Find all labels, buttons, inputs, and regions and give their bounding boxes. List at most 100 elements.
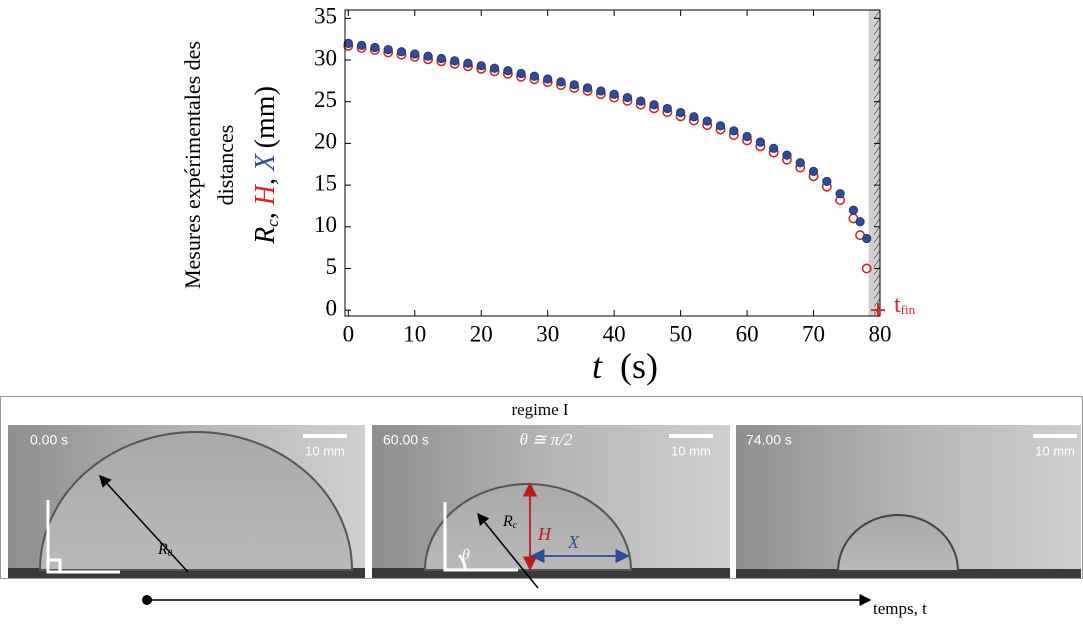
- regime-label: regime I: [511, 400, 568, 419]
- x-tick-label: 10: [403, 321, 426, 346]
- annotation-subscript: fin: [901, 302, 916, 317]
- x-tick-label: 40: [603, 321, 626, 346]
- radius-arrow: [477, 512, 539, 589]
- annotation-label: tfin: [894, 292, 916, 318]
- time-stamp: 60.00 s: [383, 432, 429, 448]
- y-axis-label: Mesures expérimentales des: [180, 41, 205, 289]
- data-point: [702, 116, 712, 126]
- scale-label: 10 mm: [671, 443, 711, 458]
- scale-label: 10 mm: [305, 443, 345, 458]
- angle-label: θ: [462, 547, 470, 564]
- data-point: [715, 121, 726, 131]
- data-point: [357, 40, 367, 50]
- data-point: [423, 51, 433, 61]
- droplet: [38, 431, 354, 571]
- x-tick-label: 60: [736, 321, 759, 346]
- data-point: [609, 89, 619, 99]
- scale-label: 10 mm: [1035, 443, 1075, 458]
- data-point: [808, 166, 819, 176]
- separator: ,: [250, 205, 281, 219]
- data-point: [622, 92, 633, 103]
- y-tick-label: 10: [314, 212, 337, 237]
- angle-note: θ ≅ π/2: [520, 430, 573, 449]
- y-axis-symbols: Rc, H, X (mm): [250, 86, 281, 245]
- y-tick-label: 35: [314, 4, 337, 29]
- data-point: [861, 263, 872, 274]
- radius-label: Rc: [502, 513, 518, 532]
- x-tick-label: 80: [869, 321, 892, 346]
- photo: 74.00 s 10 mm: [736, 425, 1081, 578]
- right-angle: [46, 500, 120, 574]
- data-point: [676, 107, 686, 118]
- x-tick-label: 50: [669, 321, 692, 346]
- substrate: [736, 569, 1081, 578]
- radius-arrow: [98, 474, 189, 573]
- data-point: [729, 126, 739, 136]
- data-point: [543, 74, 553, 84]
- x-tick-label: 0: [343, 321, 355, 346]
- photo: 0.00 s 10 mm R0: [8, 425, 365, 578]
- symbol: R: [157, 541, 168, 558]
- data-point: [769, 143, 779, 153]
- time-axis-label: temps, t: [873, 599, 927, 618]
- radius-label: R0: [157, 541, 173, 558]
- data-point: [662, 103, 672, 114]
- data-point: [343, 38, 353, 48]
- data-point: [782, 150, 792, 160]
- subscript: c: [263, 219, 282, 227]
- contact-angle: [443, 502, 518, 572]
- separator: ,: [250, 171, 281, 185]
- symbol: R: [250, 227, 281, 245]
- data-point: [569, 80, 579, 90]
- data-point: [503, 66, 513, 76]
- y-tick-label: 20: [314, 129, 337, 154]
- image-strip: regime I 0.00 s 10 mm R0 60.00 s θ ≅ π/2…: [0, 396, 1083, 618]
- x-tick-label: 30: [536, 321, 559, 346]
- y-axis-label: distances: [213, 125, 238, 206]
- data-point: [596, 86, 606, 96]
- substrate: [8, 568, 365, 578]
- width-label: X: [567, 532, 580, 552]
- x-tick-label: 70: [802, 321, 825, 346]
- series-name: X: [250, 153, 281, 172]
- plot-frame: [344, 9, 881, 317]
- symbol: t: [592, 346, 603, 386]
- data-point: [556, 77, 566, 87]
- unit: (mm): [250, 86, 281, 148]
- data-point: [436, 53, 446, 64]
- data-point: [649, 100, 659, 110]
- data-point: [636, 96, 646, 106]
- subscript: 0: [168, 548, 173, 558]
- photo: 60.00 s θ ≅ π/2 10 mm θ Rc H X: [372, 425, 730, 589]
- subscript: c: [513, 520, 518, 531]
- data-point: [862, 233, 872, 244]
- data-point: [396, 47, 407, 57]
- time-stamp: 0.00 s: [30, 432, 68, 448]
- data-point: [410, 49, 420, 59]
- data-point: [476, 61, 486, 71]
- data-point: [742, 131, 752, 142]
- data-point: [463, 58, 473, 68]
- y-tick-label: 25: [314, 87, 337, 112]
- data-point: [795, 158, 805, 168]
- space: [602, 346, 620, 386]
- data-point: [529, 71, 540, 81]
- data-point: [755, 137, 765, 147]
- data-point: [516, 68, 526, 79]
- y-tick-label: 15: [314, 170, 337, 195]
- data-point: [835, 189, 845, 199]
- height-label: H: [537, 524, 552, 544]
- data-point: [582, 83, 593, 93]
- y-tick-label: 30: [314, 45, 337, 70]
- symbol: R: [502, 513, 513, 530]
- annotation-marker: [871, 303, 886, 318]
- shaded-hatch: [874, 10, 880, 316]
- x-tick-label: 20: [470, 321, 493, 346]
- data-point: [822, 176, 832, 187]
- substrate: [372, 568, 730, 578]
- data-point: [450, 56, 460, 66]
- data-point: [855, 217, 865, 227]
- y-tick-label: 0: [326, 295, 338, 320]
